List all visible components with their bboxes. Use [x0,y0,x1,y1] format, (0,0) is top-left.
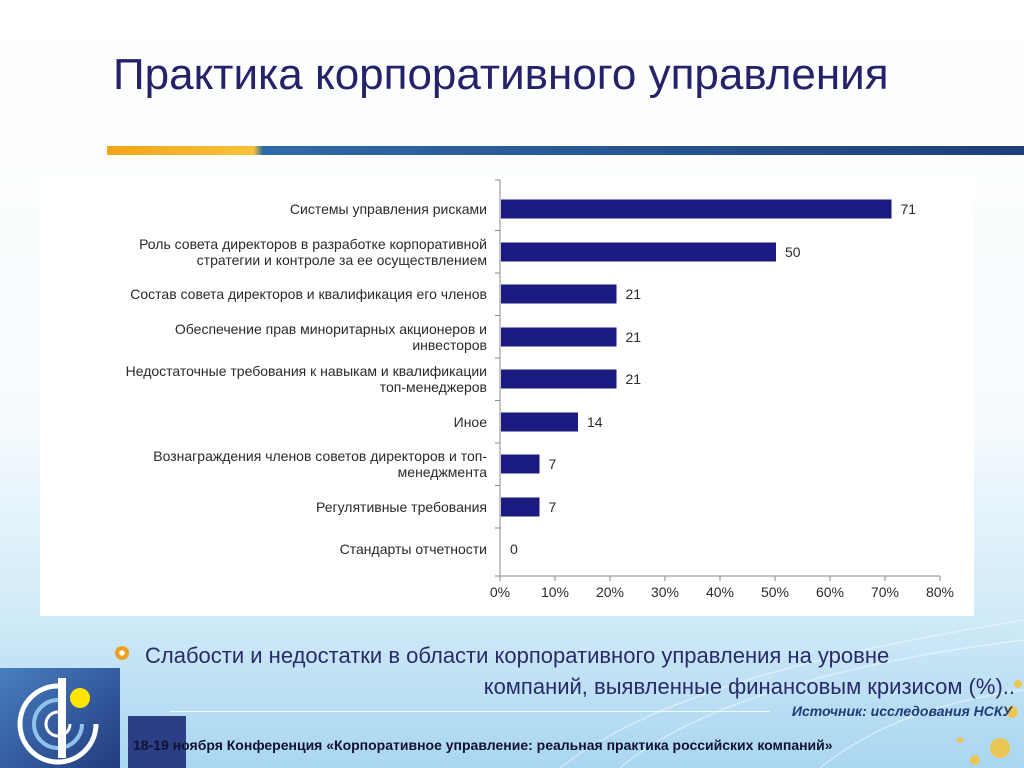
bar [501,497,540,517]
bar [501,284,617,304]
bar-chart: 0% 10% 20% 30% 40% 50% 60% 70% 80% 71 50 21 21 21 14 7 7… [490,179,954,600]
x-tick-label: 50% [761,584,789,600]
source-note: Источник: исследования НСКУ [791,703,1012,719]
footer-accent-block [128,716,186,768]
x-tick-label: 40% [706,584,734,600]
bar [501,412,578,432]
chart-panel: 0% 10% 20% 30% 40% 50% 60% 70% 80% 71 50 21 21 21 14 7 7… [40,176,974,616]
caption-line-1: Слабости и недостатки в области корпорат… [145,643,890,668]
category-label: Обеспечение прав миноритарных акционеров… [174,321,487,353]
category-label: Недостаточные требования к навыкам и ква… [125,363,487,395]
data-label: 21 [626,371,642,387]
data-label: 50 [785,244,801,260]
bar [501,242,776,262]
data-label: 0 [510,541,518,557]
conference-logo-icon [0,668,120,768]
category-label: Иное [453,414,487,430]
bar [501,327,617,347]
x-tick-label: 30% [651,584,679,600]
divider [170,711,770,712]
x-tick-label: 70% [871,584,899,600]
x-tick-label: 20% [596,584,624,600]
footer-text: 18-19 ноября Конференция «Корпоративное … [133,737,833,753]
data-label: 14 [587,414,603,430]
category-label: Системы управления рисками [289,201,487,217]
x-tick-label: 10% [541,584,569,600]
bar [501,454,540,474]
data-label: 7 [549,456,557,472]
bar [501,369,617,389]
data-label: 7 [549,499,557,515]
caption-line-2: компаний, выявленные финансовым кризисом… [483,674,1015,699]
category-label: Регулятивные требования [315,499,487,515]
x-tick-label: 60% [816,584,844,600]
bullet-icon [115,646,129,660]
x-tick-label: 80% [926,584,954,600]
category-label: Роль совета директоров в разработке корп… [139,236,487,268]
data-label: 21 [626,286,642,302]
slide-title: Практика корпоративного управления [113,50,889,99]
category-label: Вознаграждения членов советов директоров… [153,448,487,480]
chart-caption: Слабости и недостатки в области корпорат… [145,640,1015,702]
category-label: Состав совета директоров и квалификация … [130,286,487,302]
data-label: 21 [626,329,642,345]
bar [501,199,892,219]
data-label: 71 [901,201,917,217]
category-label: Стандарты отчетности [339,541,487,557]
title-underline [107,146,1024,155]
x-tick-label: 0% [490,584,510,600]
